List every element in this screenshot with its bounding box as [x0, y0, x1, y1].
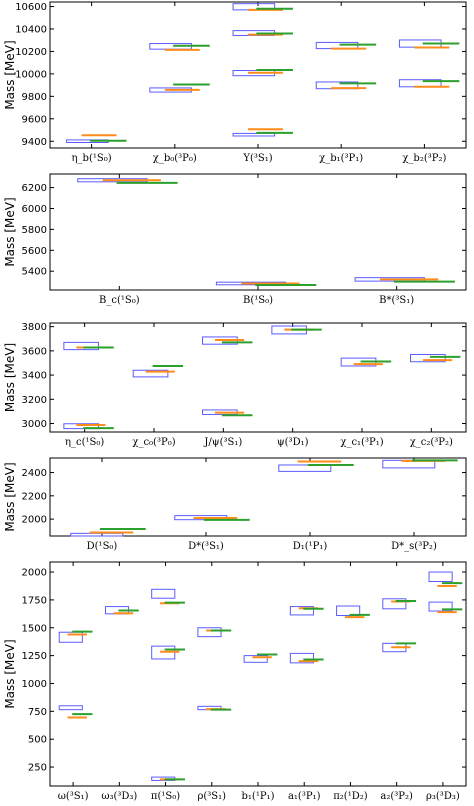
y-tick-label: 2400 [22, 468, 47, 479]
plot-frame [49, 561, 467, 787]
y-tick-label: 5800 [22, 225, 47, 236]
y-tick-label: 5600 [22, 246, 47, 257]
x-tick-label: a₂(³P₂) [380, 791, 413, 802]
y-tick-label: 2000 [22, 515, 47, 526]
y-tick-label: 250 [28, 763, 47, 774]
experimental-range-box [63, 423, 100, 430]
y-tick-label: 1250 [22, 651, 47, 662]
x-tick-label: ω(³S₁) [58, 791, 89, 802]
y-tick-label: 1500 [22, 623, 47, 634]
x-tick-label: a₁(³P₁) [288, 791, 321, 802]
x-tick-label: χ_c₂(³P₂) [410, 437, 453, 448]
experimental-range-box [70, 532, 124, 537]
x-tick-label: χ_c₁(³P₁) [340, 437, 383, 448]
y-tick-label: 750 [28, 707, 47, 718]
experimental-range-box [428, 601, 453, 612]
plot-frame [49, 322, 467, 433]
experimental-range-box [232, 132, 276, 137]
x-tick-label: π(¹S₀) [151, 791, 180, 802]
x-tick-label: χ_b₁(³P₁) [319, 153, 363, 164]
experimental-range-box [58, 705, 83, 711]
y-tick-label: 2200 [22, 491, 47, 502]
experimental-range-box [428, 571, 453, 583]
y-tick-label: 10400 [15, 24, 47, 35]
x-tick-label: χ_c₀(³P₀) [132, 437, 175, 448]
y-axis-label: Mass [MeV] [3, 197, 17, 266]
chart-panel-1: 9400 9600 9800 10000 10200 10400 10600 Mass [Me… [3, 1, 467, 164]
x-tick-label: D(¹S₀) [87, 541, 118, 552]
chart-panel-4: 2000 2200 2400 Mass [MeV] D(¹S₀) D*(³S₁) D₁(¹P… [3, 457, 467, 552]
x-tick-label: D*(³S₁) [188, 541, 224, 552]
x-tick-label: ρ(³S₁) [197, 791, 226, 802]
y-tick-label: 3600 [22, 346, 47, 357]
chart-panel-2: 5400 5600 5800 6000 6200 Mass [MeV] B_c(¹S₀) B(… [3, 173, 467, 306]
x-tick-label: J/ψ(³S₁) [203, 437, 242, 448]
plot-frame [49, 457, 467, 537]
experimental-range-box [278, 464, 332, 472]
experimental-range-box [151, 588, 176, 599]
experimental-range-box [382, 598, 407, 610]
x-tick-label: χ_b₀(³P₀) [153, 153, 197, 164]
experimental-range-box [289, 606, 314, 616]
chart-panel-5: 250 500 750 1000 1250 1500 1750 2000 Mass [MeV] ω… [3, 561, 467, 802]
y-tick-label: 3200 [22, 395, 47, 406]
y-axis-label: Mass [MeV] [3, 343, 17, 412]
y-tick-label: 10200 [15, 47, 47, 58]
y-tick-label: 10600 [15, 2, 47, 13]
plot-frame [49, 1, 467, 149]
experimental-range-box [63, 341, 100, 351]
x-tick-label: ψ(³D₁) [277, 437, 309, 448]
x-tick-label: Υ(³S₁) [242, 153, 272, 164]
y-tick-label: 1750 [22, 595, 47, 606]
y-axis-label: Mass [MeV] [3, 40, 17, 109]
y-tick-label: 9600 [22, 114, 47, 125]
y-tick-label: 5400 [22, 267, 47, 278]
chart-panel-3: 3000 3200 3400 3600 3800 Mass [MeV] η_c(¹S₀) χ_… [3, 322, 467, 448]
experimental-range-box [132, 369, 169, 378]
y-tick-label: 6000 [22, 204, 47, 215]
y-tick-label: 2000 [22, 568, 47, 579]
y-tick-label: 3400 [22, 371, 47, 382]
x-tick-label: π₂(¹D₂) [333, 791, 368, 802]
y-tick-label: 1000 [22, 679, 47, 690]
experimental-range-box [58, 631, 83, 643]
x-tick-label: D₁(¹P₁) [293, 541, 328, 552]
y-tick-label: 6200 [22, 183, 47, 194]
experimental-range-box [289, 652, 314, 664]
experimental-range-box [410, 353, 446, 363]
y-tick-label: 3000 [22, 419, 47, 430]
y-tick-label: 9400 [22, 137, 47, 148]
y-tick-label: 500 [28, 735, 47, 746]
experimental-range-box [336, 605, 361, 616]
y-tick-label: 9800 [22, 92, 47, 103]
experimental-range-box [197, 627, 222, 638]
y-axis-label: Mass [MeV] [3, 639, 17, 708]
x-tick-label: D*_s(³P₂) [391, 541, 437, 552]
x-tick-label: B*(³S₁) [379, 295, 414, 306]
y-axis-label: Mass [MeV] [3, 462, 17, 531]
x-tick-label: b₁(¹P₁) [242, 791, 275, 802]
x-tick-label: ω₃(³D₃) [101, 791, 137, 802]
x-tick-label: B_c(¹S₀) [99, 295, 140, 306]
x-tick-label: η_b(¹S₀) [72, 153, 112, 164]
x-tick-label: ρ₃(³D₃) [426, 791, 460, 802]
plot-frame [49, 173, 467, 291]
experimental-range-box [243, 655, 268, 663]
x-tick-label: η_c(¹S₀) [65, 437, 104, 448]
x-tick-label: B(¹S₀) [243, 295, 273, 306]
x-tick-label: χ_b₂(³P₂) [402, 153, 446, 164]
y-tick-label: 10000 [15, 69, 47, 80]
y-tick-label: 3800 [22, 322, 47, 333]
